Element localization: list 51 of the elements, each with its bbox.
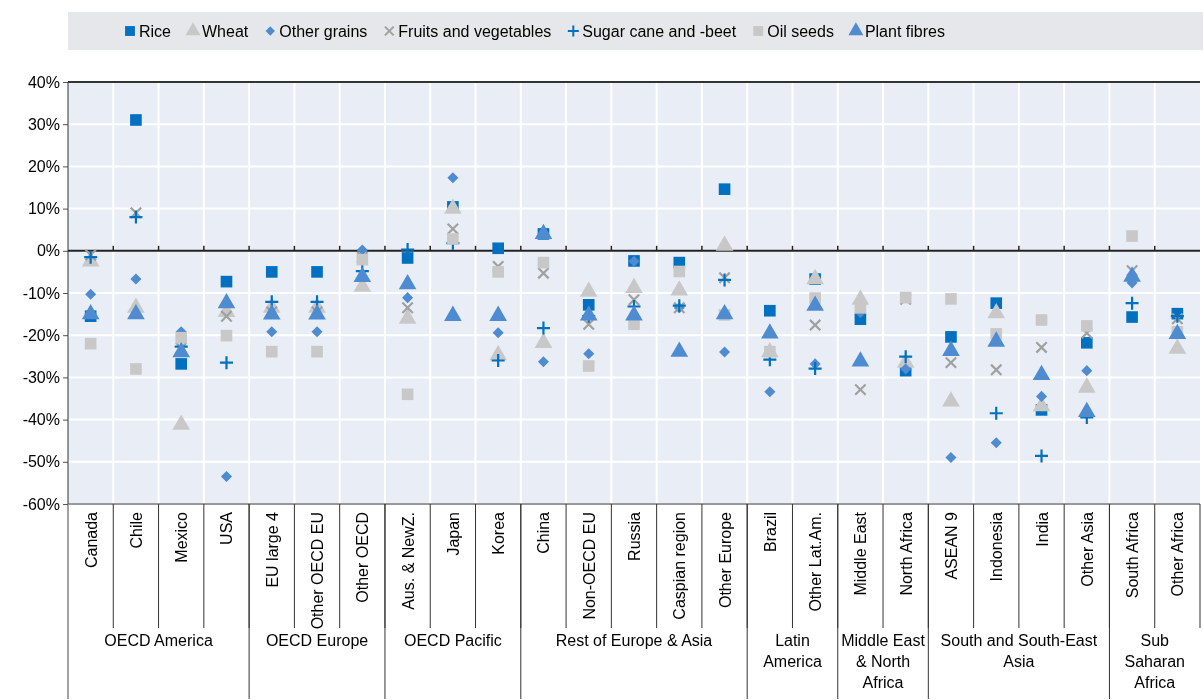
y-tick-label: 0% bbox=[36, 242, 60, 260]
text: Rest of Europe & Asia bbox=[555, 632, 713, 649]
x-tick-label: Mexico bbox=[173, 511, 191, 563]
x-tick-label: South Africa bbox=[1124, 511, 1142, 599]
text: OECD America bbox=[104, 632, 213, 649]
x-tick-label: Other Asia bbox=[1078, 511, 1096, 587]
x-tick-label: Japan bbox=[444, 512, 462, 556]
legend-label: Oil seeds bbox=[767, 23, 834, 40]
x-tick-label: Caspian region bbox=[671, 512, 689, 620]
x-tick-label: Korea bbox=[490, 511, 508, 555]
x-tick-label: EU large 4 bbox=[263, 511, 281, 588]
x-tick-label: Chile bbox=[127, 511, 145, 549]
text: Middle East & North Africa bbox=[841, 632, 926, 691]
x-tick-label: Other OECD bbox=[354, 512, 372, 603]
x-tick-label: Other OECD EU bbox=[309, 512, 327, 630]
x-tick-label: Canada bbox=[82, 511, 100, 569]
x-tick-label: Brazil bbox=[761, 512, 779, 553]
x-tick-label: USA bbox=[218, 511, 236, 545]
x-tick-label: Other Lat.Am. bbox=[807, 512, 825, 612]
x-tick-label: Russia bbox=[626, 511, 643, 561]
text: South and South-East Asia bbox=[940, 632, 1098, 670]
legend-label: Sugar cane and -beet bbox=[582, 23, 737, 40]
y-tick-label: 30% bbox=[27, 115, 60, 133]
y-tick-label: -10% bbox=[22, 284, 60, 302]
y-tick-label: 40% bbox=[27, 73, 60, 91]
y-tick-label: 20% bbox=[27, 158, 60, 176]
x-tick-label: Other Africa bbox=[1169, 511, 1187, 597]
x-tick-label: Aus. & NewZ. bbox=[399, 512, 417, 610]
legend-label: Wheat bbox=[202, 23, 249, 40]
legend-label: Other grains bbox=[279, 23, 368, 40]
y-tick-label: 10% bbox=[27, 200, 60, 218]
y-tick-label: -20% bbox=[22, 326, 60, 344]
text: Sub Saharan Africa bbox=[1124, 632, 1185, 691]
text: OECD Pacific bbox=[403, 632, 502, 649]
y-tick-label: -60% bbox=[22, 495, 60, 513]
x-tick-label: Other Europe bbox=[716, 511, 734, 609]
x-tick-label: Non-OECD EU bbox=[580, 512, 598, 620]
x-tick-label: India bbox=[1033, 511, 1051, 547]
y-tick-label: -40% bbox=[22, 411, 60, 429]
x-tick-label: Indonesia bbox=[988, 511, 1006, 582]
x-tick-label: China bbox=[535, 511, 553, 554]
legend-label: Plant fibres bbox=[864, 23, 945, 40]
x-tick-label: Middle East bbox=[852, 511, 870, 596]
legend-label: Rice bbox=[139, 23, 172, 40]
legend-label: Fruits and vegetables bbox=[398, 23, 552, 40]
x-tick-label: North Africa bbox=[897, 511, 915, 596]
y-tick-label: -30% bbox=[22, 369, 60, 387]
text: Latin America bbox=[763, 632, 822, 670]
x-tick-label: ASEAN 9 bbox=[942, 511, 960, 580]
text: OECD Europe bbox=[265, 632, 369, 649]
y-tick-label: -50% bbox=[22, 453, 60, 471]
